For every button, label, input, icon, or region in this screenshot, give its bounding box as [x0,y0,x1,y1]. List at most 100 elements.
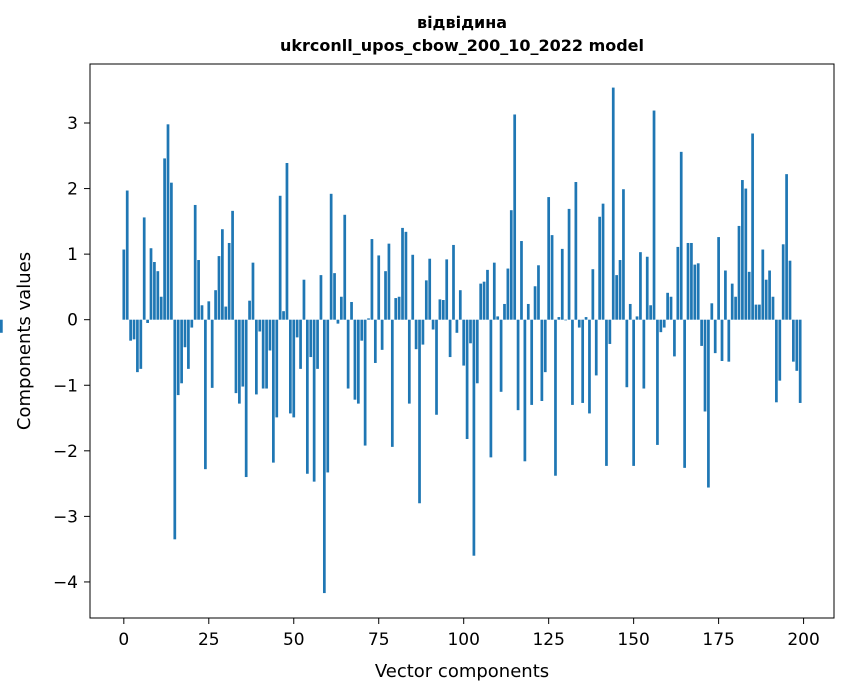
bar-61 [329,193,333,320]
bar-106 [482,281,486,320]
bar-103 [472,319,476,556]
x-tick-label: 75 [368,630,390,650]
bar-46 [278,195,282,320]
bar-196 [788,260,792,320]
bar-68 [353,319,357,400]
bar-199 [798,319,802,403]
bar-151 [635,316,639,320]
bar-92 [435,319,438,415]
bar-156 [652,110,656,320]
bar-116 [516,319,520,411]
bar-37 [248,300,251,320]
bar-94 [441,300,445,320]
bar-179 [730,283,734,320]
y-tick-label: 3 [67,114,78,134]
bar-145 [615,275,619,320]
bar-60 [326,319,330,473]
bar-191 [771,296,775,320]
bar-108 [489,319,493,458]
x-axis-label: Vector components [375,661,549,682]
bar-114 [509,210,513,320]
bar-110 [496,316,500,320]
bar-124 [543,319,547,373]
bar-11 [159,296,163,320]
bar-63 [336,319,340,324]
bar-45 [275,319,279,418]
bar-85 [411,254,415,320]
bar-75 [377,255,381,320]
bar-95 [445,259,449,320]
bar-137 [588,319,591,414]
bar-34 [238,319,241,404]
bar-163 [676,246,680,320]
bar-53 [302,279,306,320]
bar-65 [343,214,347,320]
bar-81 [397,296,401,320]
bar-104 [475,319,479,384]
bar-162 [673,319,676,357]
x-axis-ticks: 0 25 50 75 100 125 150 175 200 [118,618,820,650]
bar-135 [581,319,585,403]
bar-27 [214,290,217,320]
bar-181 [737,225,741,320]
bar-189 [764,279,768,320]
bar-129 [560,248,564,320]
bar-3 [132,319,136,340]
bar-178 [727,319,731,362]
x-tick-label: 0 [118,630,129,650]
x-tick-label: 25 [198,630,220,650]
x-tick-label: 100 [447,630,479,650]
bar-73 [370,239,374,320]
x-tick-label: 125 [532,630,564,650]
bar-96 [448,319,452,358]
bar-144 [611,87,615,320]
bar-130 [564,319,568,321]
bar-174 [713,319,717,354]
bar-121 [533,286,537,320]
bar-127 [554,319,557,476]
bar-1 [125,190,129,320]
bar-51 [295,319,299,338]
x-tick-label: 150 [617,630,649,650]
bar-192 [775,319,778,403]
bar-183 [744,188,748,320]
bar-136 [584,317,588,320]
bar-8 [149,248,153,320]
bar-198 [795,319,799,371]
bar-49 [289,319,292,414]
bar-40 [258,319,262,332]
bar-35 [241,319,245,387]
bar-84 [407,319,411,404]
bar-43 [268,319,272,351]
bar-98 [455,319,459,333]
bar-31 [227,242,231,320]
chart-title-line2: ukrconll_upos_cbow_200_10_2022 model [280,36,644,55]
bar-13 [166,124,170,320]
y-tick-label: 1 [67,245,78,265]
bar-173 [710,303,714,320]
bar-90 [428,258,432,320]
bar-42 [265,319,268,389]
bar-142 [605,319,608,466]
bar-128 [557,317,561,320]
bar-19 [187,319,190,369]
y-tick-label: −2 [53,442,78,462]
bar-168 [693,264,697,320]
bar-188 [761,249,765,320]
bar-182 [741,180,744,320]
bar-111 [499,319,503,392]
bar-10 [156,271,160,320]
bar-118 [523,319,527,462]
bar-141 [601,203,605,320]
bar-77 [384,271,387,320]
bar-120 [530,319,534,405]
bar-158 [659,319,663,333]
bar-36 [244,319,248,478]
y-tick-label: 2 [67,180,78,200]
bar-48 [285,163,289,320]
bar-186 [754,304,758,320]
y-axis-ticks: −4 −3 −2 −1 0 1 2 3 [53,114,90,593]
bar-70 [360,319,364,341]
